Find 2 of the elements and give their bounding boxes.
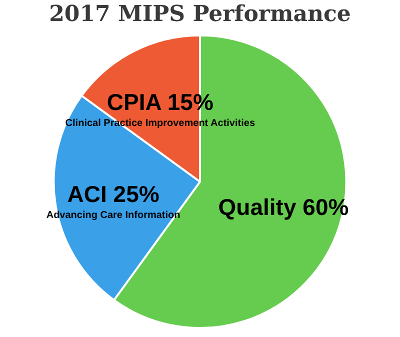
chart-title: 2017 MIPS Performance — [49, 0, 351, 27]
slice-label: ACI 25% — [67, 180, 160, 207]
